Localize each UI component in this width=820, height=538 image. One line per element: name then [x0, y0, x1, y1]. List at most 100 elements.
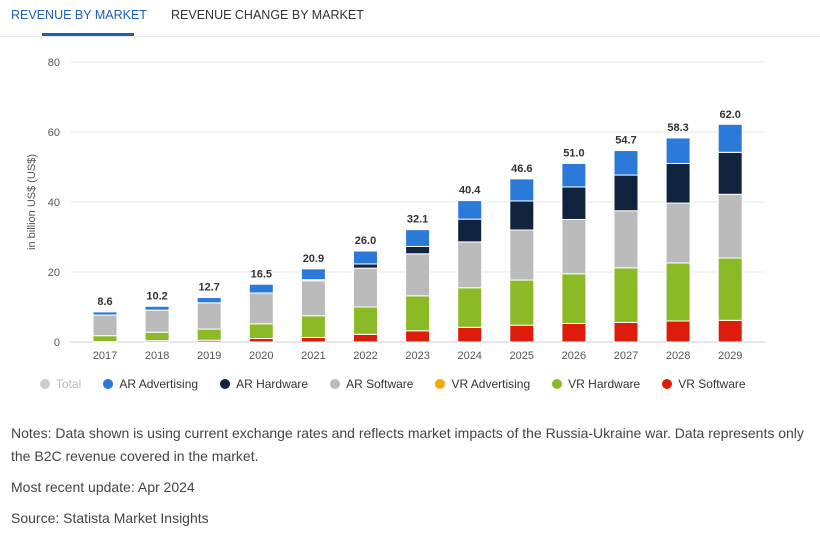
- y-tick-label: 80: [48, 57, 60, 69]
- bar-segment-ar-software[interactable]: [665, 202, 691, 264]
- bar-segment-vr-hardware[interactable]: [613, 267, 639, 323]
- bar-segment-ar-software[interactable]: [92, 314, 118, 337]
- x-tick-label: 2020: [249, 350, 273, 362]
- bar-segment-vr-hardware[interactable]: [405, 295, 431, 332]
- x-tick-label: 2028: [666, 350, 690, 362]
- y-axis-label: in billion US$ (US$): [26, 154, 38, 250]
- x-tick-label: 2027: [614, 350, 638, 362]
- bar-segment-ar-hardware[interactable]: [509, 200, 535, 231]
- legend-item-ar-hardware[interactable]: AR Hardware: [220, 377, 308, 391]
- bar-segment-ar-hardware[interactable]: [457, 218, 483, 243]
- legend-item-vr-hardware[interactable]: VR Hardware: [552, 377, 640, 391]
- x-tick-label: 2017: [93, 350, 117, 362]
- tab-bar: REVENUE BY MARKET REVENUE CHANGE BY MARK…: [0, 0, 820, 37]
- bar-segment-ar-hardware[interactable]: [561, 186, 587, 220]
- x-tick-label: 2022: [353, 350, 377, 362]
- bar-segment-vr-software[interactable]: [509, 324, 535, 343]
- bar-segment-ar-advertising[interactable]: [561, 163, 587, 188]
- bar-segment-vr-hardware[interactable]: [665, 262, 691, 322]
- bar-segment-vr-hardware[interactable]: [717, 257, 743, 321]
- tab-revenue-by-market[interactable]: REVENUE BY MARKET: [11, 8, 147, 22]
- bar-segment-ar-advertising[interactable]: [405, 229, 431, 247]
- bar-segment-vr-hardware[interactable]: [457, 287, 483, 328]
- legend-dot-icon: [552, 379, 563, 389]
- x-tick-label: 2029: [718, 350, 742, 362]
- bar-segment-ar-software[interactable]: [196, 302, 222, 330]
- legend-label: Total: [56, 377, 82, 391]
- total-data-label: 46.6: [511, 163, 532, 175]
- source-text: Source: Statista Market Insights: [11, 510, 209, 526]
- bar-segment-vr-hardware[interactable]: [92, 335, 118, 343]
- legend-dot-icon: [220, 379, 231, 389]
- bar-segment-vr-software[interactable]: [665, 320, 691, 343]
- total-data-label: 12.7: [198, 282, 219, 294]
- bar-segment-ar-software[interactable]: [561, 219, 587, 275]
- chart-notes: Notes: Data shown is using current excha…: [11, 422, 820, 538]
- bar-segment-ar-software[interactable]: [300, 280, 326, 317]
- bar-segment-ar-software[interactable]: [144, 309, 170, 333]
- bar-segment-ar-advertising[interactable]: [196, 297, 222, 304]
- x-tick-label: 2021: [301, 350, 325, 362]
- bar-segment-ar-hardware[interactable]: [665, 163, 691, 204]
- bar-segment-ar-software[interactable]: [717, 193, 743, 259]
- legend-item-total[interactable]: Total: [40, 377, 81, 391]
- bar-segment-ar-advertising[interactable]: [353, 250, 378, 265]
- bar-segment-ar-advertising[interactable]: [613, 150, 639, 176]
- bar-segment-ar-software[interactable]: [405, 253, 431, 297]
- bar-segment-vr-hardware[interactable]: [509, 279, 535, 326]
- bar-segment-ar-hardware[interactable]: [405, 245, 431, 255]
- bar-segment-vr-software[interactable]: [300, 336, 326, 343]
- bar-segment-vr-software[interactable]: [353, 333, 378, 343]
- bar-segment-ar-software[interactable]: [509, 229, 535, 281]
- total-data-label: 10.2: [146, 290, 167, 302]
- total-data-label: 54.7: [615, 135, 636, 147]
- x-tick-label: 2023: [405, 350, 429, 362]
- bar-segment-vr-software[interactable]: [561, 322, 587, 343]
- x-tick-label: 2025: [510, 350, 534, 362]
- legend-item-vr-advertising[interactable]: VR Advertising: [435, 377, 530, 391]
- bar-segment-ar-advertising[interactable]: [457, 200, 483, 220]
- bar-segment-ar-advertising[interactable]: [248, 283, 274, 294]
- legend-dot-icon: [330, 379, 341, 389]
- bar-segment-vr-software[interactable]: [717, 319, 743, 343]
- bar-segment-vr-hardware[interactable]: [196, 328, 222, 341]
- bar-segment-ar-software[interactable]: [613, 210, 639, 269]
- legend-item-ar-software[interactable]: AR Software: [330, 377, 413, 391]
- bar-segment-ar-hardware[interactable]: [613, 174, 639, 212]
- legend-label: VR Software: [678, 377, 746, 391]
- total-data-label: 32.1: [407, 214, 428, 226]
- bar-segment-vr-hardware[interactable]: [353, 306, 378, 335]
- legend-label: AR Hardware: [236, 377, 309, 391]
- legend-item-ar-advertising[interactable]: AR Advertising: [103, 377, 198, 391]
- legend-dot-icon: [40, 379, 50, 389]
- total-data-label: 26.0: [355, 235, 376, 247]
- bar-segment-ar-advertising[interactable]: [665, 137, 691, 164]
- bar-segment-vr-software[interactable]: [457, 326, 483, 343]
- bar-segment-vr-hardware[interactable]: [144, 331, 170, 342]
- bar-segment-ar-advertising[interactable]: [92, 311, 118, 316]
- x-tick-label: 2019: [197, 350, 221, 362]
- bar-segment-vr-software[interactable]: [248, 338, 274, 343]
- bar-segment-ar-advertising[interactable]: [300, 268, 326, 281]
- x-tick-label: 2018: [145, 350, 169, 362]
- bar-segment-vr-software[interactable]: [405, 330, 431, 343]
- bar-segment-ar-advertising[interactable]: [509, 178, 535, 202]
- tab-revenue-change-by-market[interactable]: REVENUE CHANGE BY MARKET: [171, 8, 364, 22]
- bar-segment-ar-hardware[interactable]: [717, 151, 743, 195]
- bar-segment-vr-software[interactable]: [613, 321, 639, 343]
- x-tick-label: 2024: [457, 350, 481, 362]
- notes-text: Notes: Data shown is using current excha…: [11, 425, 804, 464]
- bar-segment-vr-hardware[interactable]: [248, 323, 274, 339]
- bar-segment-ar-software[interactable]: [248, 292, 274, 325]
- total-data-label: 20.9: [303, 253, 324, 265]
- y-tick-label: 20: [48, 267, 60, 279]
- legend-item-vr-software[interactable]: VR Software: [662, 377, 746, 391]
- bar-segment-ar-hardware[interactable]: [353, 263, 378, 269]
- bar-segment-ar-software[interactable]: [457, 241, 483, 289]
- bar-segment-ar-advertising[interactable]: [717, 123, 743, 153]
- update-text: Most recent update: Apr 2024: [11, 479, 195, 495]
- bar-segment-ar-advertising[interactable]: [144, 305, 170, 311]
- bar-segment-vr-hardware[interactable]: [561, 273, 587, 324]
- bar-segment-ar-software[interactable]: [353, 267, 378, 308]
- bar-segment-vr-hardware[interactable]: [300, 315, 326, 338]
